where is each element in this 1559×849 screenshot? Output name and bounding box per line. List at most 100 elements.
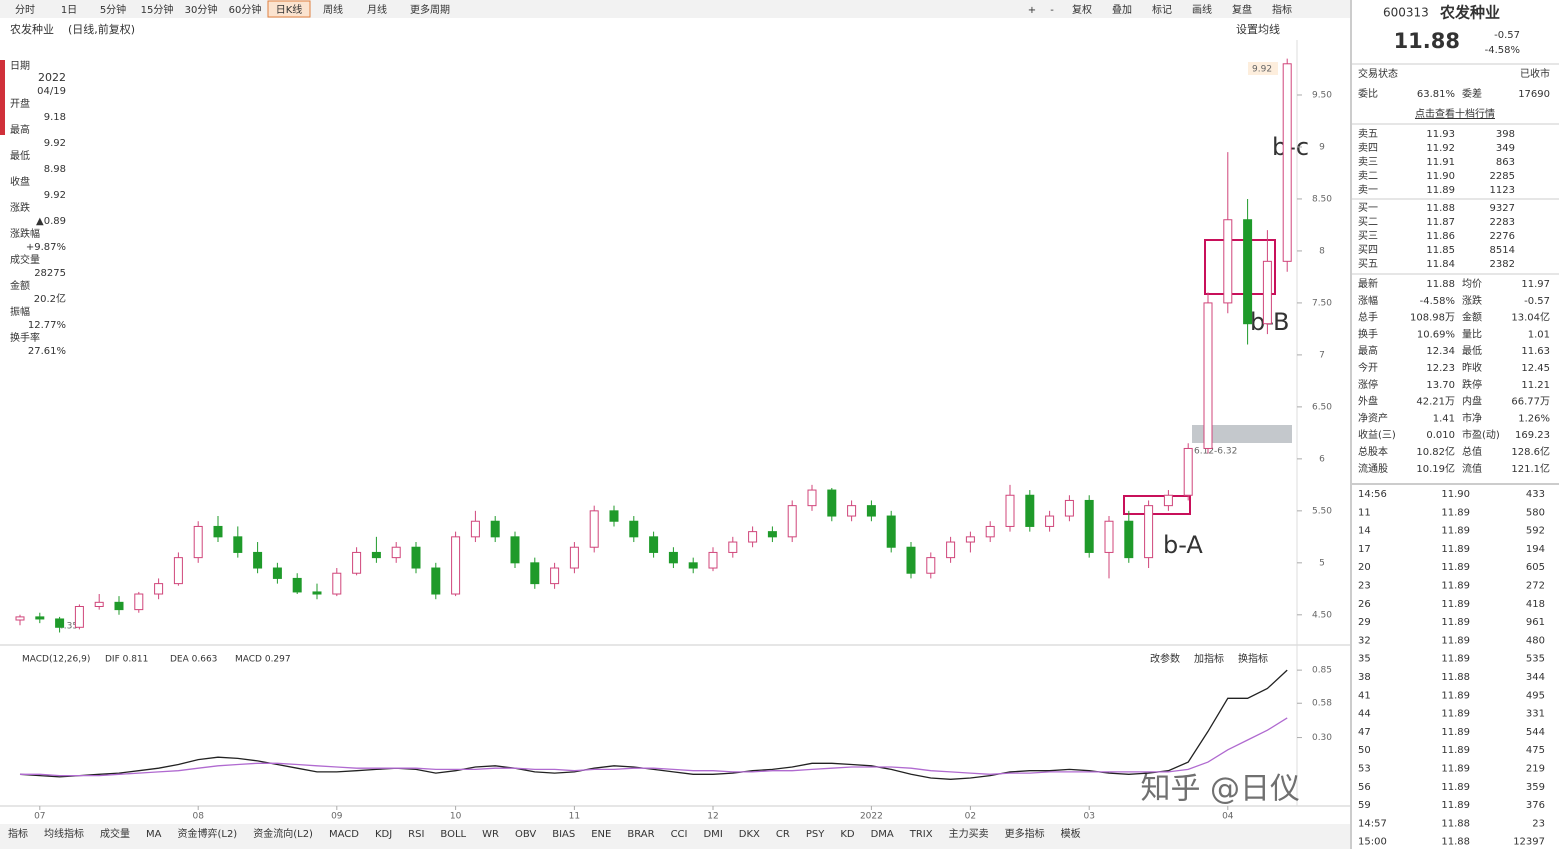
- candle-body: [728, 541, 738, 553]
- ma-setting[interactable]: 设置均线: [1236, 22, 1280, 36]
- indicator-tab[interactable]: 资金博弈(L2): [177, 827, 237, 840]
- indicator-tab[interactable]: TRIX: [909, 829, 933, 840]
- tick-time: 11: [1358, 507, 1371, 518]
- indicator-tab[interactable]: WR: [482, 829, 499, 840]
- y-tick-label: 6.50: [1312, 402, 1332, 412]
- y-tick-label: 0.58: [1312, 699, 1332, 709]
- indicator-tab[interactable]: ENE: [591, 829, 611, 840]
- stat-value: 169.23: [1515, 430, 1550, 441]
- stat-label: 总值: [1462, 445, 1482, 458]
- info-label: 振幅: [10, 305, 30, 318]
- stat-value: 13.04亿: [1511, 311, 1550, 324]
- status-label: 交易状态: [1358, 67, 1398, 80]
- stat-value: 11.88: [1426, 279, 1455, 290]
- stat-value: 10.19亿: [1416, 462, 1455, 475]
- candle-body: [847, 505, 857, 517]
- period-button[interactable]: 60分钟: [229, 3, 262, 16]
- period-button[interactable]: 15分钟: [141, 3, 174, 16]
- info-value: 12.77%: [28, 320, 66, 331]
- candle-body: [866, 505, 876, 517]
- candle-body: [154, 583, 164, 595]
- indicator-tab[interactable]: RSI: [408, 829, 424, 840]
- indicator-tab[interactable]: CR: [776, 829, 790, 840]
- candle-body: [490, 520, 500, 538]
- indicator-tab[interactable]: CCI: [671, 829, 688, 840]
- indicator-button[interactable]: 加指标: [1194, 652, 1224, 665]
- period-button[interactable]: 分时: [15, 4, 35, 16]
- info-value: 9.92: [44, 190, 66, 201]
- indicator-button[interactable]: 改参数: [1150, 652, 1180, 665]
- watermark: 知乎 @日仪: [1140, 772, 1300, 807]
- stat-label: 流值: [1462, 462, 1482, 475]
- book-level: 买二: [1358, 216, 1378, 228]
- candle-body: [1282, 63, 1292, 262]
- indicator-tab[interactable]: DKX: [739, 829, 760, 840]
- indicator-tab[interactable]: PSY: [806, 829, 825, 840]
- tool-button[interactable]: +: [1028, 5, 1036, 16]
- tick-time: 59: [1358, 800, 1371, 811]
- indicator-tab[interactable]: MA: [146, 829, 162, 840]
- indicator-tab[interactable]: KD: [840, 829, 855, 840]
- indicator-tab[interactable]: OBV: [515, 829, 536, 840]
- tool-button[interactable]: 标记: [1152, 4, 1172, 16]
- tick-volume: 418: [1526, 599, 1545, 610]
- period-button[interactable]: 日K线: [276, 3, 303, 16]
- indicator-tab[interactable]: 模板: [1061, 827, 1081, 840]
- indicator-tab[interactable]: BRAR: [627, 829, 654, 840]
- period-button[interactable]: 周线: [323, 3, 343, 16]
- indicator-tab[interactable]: KDJ: [375, 829, 392, 840]
- tick-time: 56: [1358, 782, 1371, 793]
- indicator-tab[interactable]: 更多指标: [1005, 827, 1045, 840]
- indicator-tab[interactable]: 成交量: [100, 827, 130, 840]
- y-tick-label: 7.50: [1312, 298, 1332, 308]
- tick-volume: 12397: [1513, 837, 1545, 848]
- book-price: 11.90: [1426, 171, 1455, 182]
- tool-button[interactable]: 指标: [1272, 3, 1292, 16]
- indicator-tab[interactable]: 主力买卖: [949, 827, 989, 840]
- book-link[interactable]: 点击查看十档行情: [1415, 107, 1495, 120]
- candle-body: [1104, 520, 1114, 553]
- period-button[interactable]: 1日: [61, 5, 77, 16]
- tool-button[interactable]: -: [1050, 5, 1054, 16]
- indicator-tab[interactable]: 指标: [8, 827, 28, 840]
- x-tick-label: 12: [707, 812, 718, 822]
- candle-body: [411, 546, 421, 569]
- stat-label: 今开: [1358, 361, 1378, 374]
- tick-price: 11.88: [1441, 672, 1470, 683]
- period-button[interactable]: 5分钟: [100, 3, 126, 16]
- ratio-cell: 委差: [1462, 87, 1482, 100]
- tool-button[interactable]: 复盘: [1232, 3, 1252, 16]
- candle-body: [827, 489, 837, 517]
- y-tick-label: 5: [1319, 558, 1325, 568]
- candle-body: [688, 562, 698, 569]
- tick-price: 11.89: [1441, 782, 1470, 793]
- tick-price: 11.89: [1441, 690, 1470, 701]
- indicator-tab[interactable]: 均线指标: [44, 827, 84, 840]
- stat-value: 1.41: [1433, 413, 1455, 424]
- candle-body: [807, 489, 817, 507]
- period-button[interactable]: 更多周期: [410, 3, 450, 16]
- indicator-tab[interactable]: BIAS: [552, 829, 575, 840]
- tick-volume: 592: [1526, 526, 1545, 537]
- indicator-tab[interactable]: DMI: [703, 829, 722, 840]
- tick-price: 11.89: [1441, 581, 1470, 592]
- indicator-tab[interactable]: MACD: [329, 829, 359, 840]
- x-tick-label: 08: [192, 812, 204, 822]
- indicator-button[interactable]: 换指标: [1238, 652, 1268, 665]
- candle-body: [1084, 499, 1094, 553]
- indicator-tab[interactable]: DMA: [871, 829, 894, 840]
- tick-time: 53: [1358, 764, 1371, 775]
- info-label: 最高: [10, 123, 30, 136]
- candle-body: [431, 567, 441, 595]
- period-button[interactable]: 30分钟: [185, 3, 218, 16]
- tool-button[interactable]: 画线: [1192, 3, 1212, 16]
- indicator-tab[interactable]: 资金流向(L2): [253, 827, 313, 840]
- period-button[interactable]: 月线: [367, 3, 387, 16]
- stat-value: 128.6亿: [1511, 445, 1550, 458]
- tick-volume: 961: [1526, 617, 1545, 628]
- tool-button[interactable]: 叠加: [1112, 4, 1132, 16]
- candle-body: [35, 616, 45, 620]
- tool-button[interactable]: 复权: [1072, 3, 1092, 16]
- indicator-tab[interactable]: BOLL: [440, 829, 466, 840]
